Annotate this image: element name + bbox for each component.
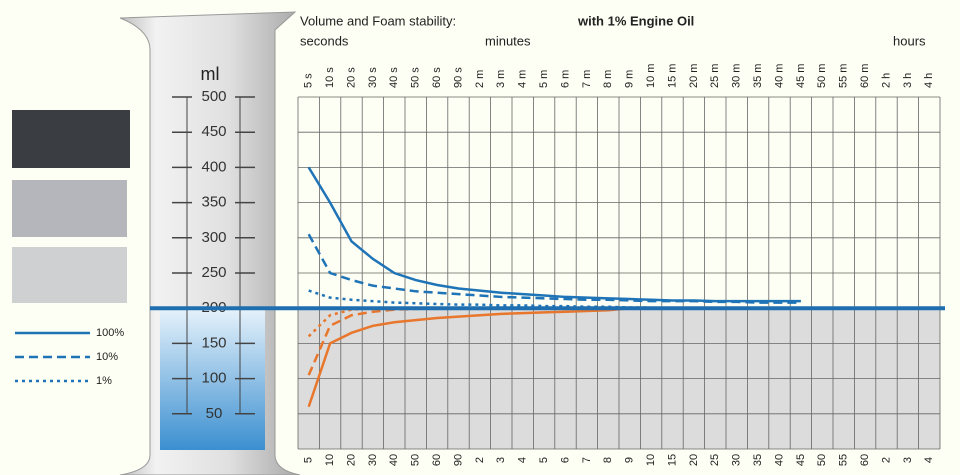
sample-photo	[12, 110, 130, 168]
x-tick-label: 2 m	[474, 70, 486, 88]
x-tick-label: 40 m	[773, 64, 785, 88]
x-tick-label: 6	[559, 457, 571, 463]
x-tick-label: 15	[666, 454, 678, 466]
series-line	[308, 289, 652, 309]
x-tick-label: 8	[602, 457, 614, 463]
x-tick-label: 90 s	[452, 67, 464, 88]
x-tick-label: 40	[773, 454, 785, 466]
sample-photo	[12, 247, 127, 303]
x-tick-label: 7 m	[581, 70, 593, 88]
x-tick-label: 30 m	[731, 64, 743, 88]
x-tick-label: 20 s	[345, 67, 357, 88]
x-tick-label: 40 s	[388, 67, 400, 88]
x-tick-label: 2	[474, 457, 486, 463]
x-tick-label: 20 m	[688, 64, 700, 88]
x-tick-label: 60	[431, 454, 443, 466]
x-tick-label: 4	[923, 457, 935, 463]
legend-label: 100%	[96, 327, 124, 339]
x-tick-label: 30	[367, 454, 379, 466]
legend-label: 10%	[96, 351, 118, 363]
x-tick-label: 30 s	[367, 67, 379, 88]
x-tick-label: 5 s	[303, 73, 315, 88]
x-tick-label: 3 m	[495, 70, 507, 88]
y-tick-label: 500	[201, 88, 226, 105]
y-tick-label: 450	[201, 123, 226, 140]
x-tick-label: 3	[495, 457, 507, 463]
y-tick-label: 400	[201, 158, 226, 175]
x-tick-label: 90	[452, 454, 464, 466]
x-tick-label: 20	[688, 454, 700, 466]
x-tick-label: 5 m	[538, 70, 550, 88]
x-tick-label: 45	[795, 454, 807, 466]
x-tick-label: 6 m	[559, 70, 571, 88]
y-tick-label: 150	[201, 334, 226, 351]
x-tick-label: 60	[859, 454, 871, 466]
x-tick-label: 10 m	[645, 64, 657, 88]
x-tick-label: 2	[880, 457, 892, 463]
x-tick-label: 50	[816, 454, 828, 466]
x-tick-label: 10	[324, 454, 336, 466]
x-tick-label: 50	[410, 454, 422, 466]
x-tick-label: 10 s	[324, 67, 336, 88]
x-tick-label: 55 m	[838, 64, 850, 88]
sample-photo	[12, 180, 127, 237]
chart-subtitle: with 1% Engine Oil	[577, 13, 694, 28]
x-tick-label: 4	[517, 457, 529, 463]
x-tick-label: 25	[709, 454, 721, 466]
time-group: hours	[893, 33, 926, 48]
x-tick-label: 9 m	[624, 70, 636, 88]
x-tick-label: 8 m	[602, 70, 614, 88]
x-tick-label: 40	[388, 454, 400, 466]
series-line	[307, 306, 630, 408]
x-tick-label: 35 m	[752, 64, 764, 88]
x-tick-label: 50 s	[410, 67, 422, 88]
legend-label: 1%	[96, 375, 112, 387]
x-tick-label: 9	[624, 457, 636, 463]
y-tick-label: 300	[201, 229, 226, 246]
x-tick-label: 20	[345, 454, 357, 466]
x-tick-label: 50 m	[816, 64, 828, 88]
x-tick-label: 35	[752, 454, 764, 466]
x-tick-label: 5	[538, 457, 550, 463]
chart-title: Volume and Foam stability:	[300, 13, 456, 28]
x-tick-label: 45 m	[795, 64, 807, 88]
x-tick-label: 60 m	[859, 64, 871, 88]
unit-label: ml	[201, 64, 220, 84]
x-tick-label: 4 h	[923, 73, 935, 88]
x-tick-label: 60 s	[431, 67, 443, 88]
x-tick-label: 5	[303, 457, 315, 463]
time-group: minutes	[485, 33, 531, 48]
x-tick-label: 25 m	[709, 64, 721, 88]
x-tick-label: 10	[645, 454, 657, 466]
y-tick-label: 100	[201, 370, 226, 387]
x-tick-label: 30	[731, 454, 743, 466]
x-tick-label: 7	[581, 457, 593, 463]
time-group: seconds	[300, 33, 349, 48]
y-tick-label: 50	[206, 405, 223, 422]
x-tick-label: 3 h	[902, 73, 914, 88]
x-tick-label: 15 m	[666, 64, 678, 88]
y-tick-label: 250	[201, 264, 226, 281]
x-tick-label: 3	[902, 457, 914, 463]
y-tick-label: 350	[201, 194, 226, 211]
series-line	[307, 233, 801, 304]
x-tick-label: 2 h	[880, 73, 892, 88]
x-tick-label: 4 m	[517, 70, 529, 88]
x-tick-label: 55	[838, 454, 850, 466]
